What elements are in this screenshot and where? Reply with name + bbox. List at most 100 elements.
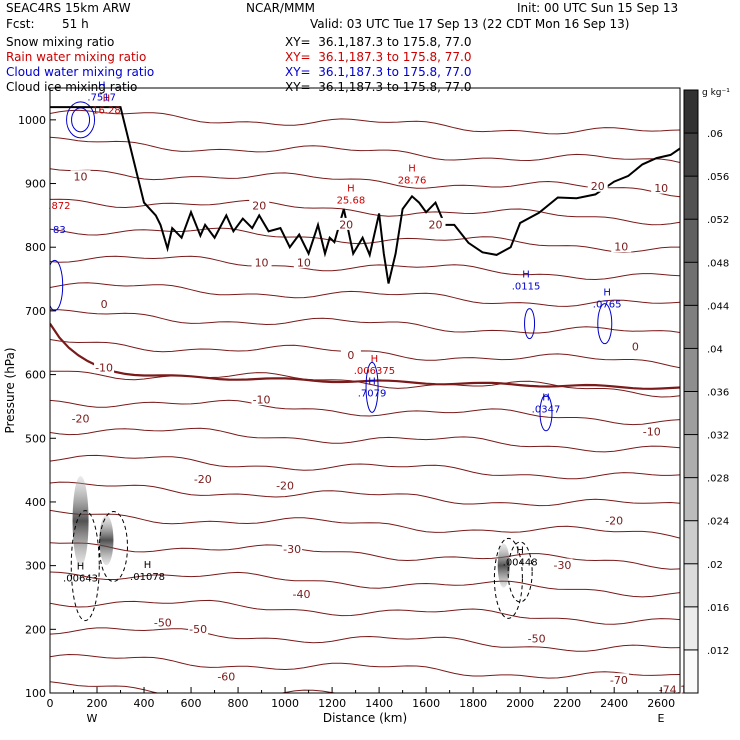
- isotherm-line: [50, 653, 680, 679]
- org-name: NCAR/MMM: [246, 1, 316, 15]
- x-tick-label: 2400: [600, 697, 628, 710]
- isotherm-line: [50, 282, 680, 307]
- isotherm-label: 10: [654, 182, 668, 195]
- isotherm-label: -20: [276, 480, 294, 493]
- west-label: W: [87, 712, 98, 725]
- isotherm-label: 20: [339, 218, 353, 231]
- field-xy-cloud-ice: XY= 36.1,187.3 to 175.8, 77.0: [285, 80, 472, 94]
- extremum-value: .7517: [87, 93, 116, 104]
- isotherm-line: [50, 454, 680, 480]
- y-tick-label: 400: [25, 496, 46, 509]
- x-tick-label: 1800: [459, 697, 487, 710]
- contour-label-bg: [249, 198, 270, 211]
- isotherm-label: 10: [614, 241, 628, 254]
- extremum-value: .872: [48, 201, 70, 212]
- contour-label-bg: [552, 558, 573, 571]
- isotherm-label: -40: [293, 588, 311, 601]
- field-xy-cloud-water: XY= 36.1,187.3 to 175.8, 77.0: [285, 65, 472, 79]
- isotherm-line: [50, 227, 680, 253]
- init-time: Init: 00 UTC Sun 15 Sep 13: [517, 1, 679, 15]
- colorbar-segment: [684, 262, 698, 306]
- field-name-snow: Snow mixing ratio: [6, 35, 115, 49]
- x-axis-label: Distance (km): [323, 711, 407, 725]
- colorbar-segment: [684, 649, 698, 694]
- colorbar-tick-label: .06: [707, 129, 723, 140]
- colorbar-segment: [684, 305, 698, 349]
- contour-label-bg: [251, 393, 272, 406]
- cloud-water-contour: [597, 303, 613, 345]
- contour-label-bg: [94, 297, 115, 310]
- colorbar-units: g kg⁻¹: [702, 88, 730, 98]
- fcst-label: Fcst:: [6, 17, 35, 31]
- isotherm-label: 10: [255, 257, 269, 270]
- extremum-mark: H: [347, 184, 355, 195]
- contour-label-bg: [587, 179, 608, 192]
- colorbar-segment: [684, 391, 698, 436]
- isotherm-label: -74.1: [659, 683, 687, 696]
- cloud-water-contour: [71, 107, 91, 133]
- isotherm-line: [50, 481, 680, 507]
- colorbar-tick-label: .024: [707, 517, 729, 528]
- contour-label-bg: [216, 670, 237, 683]
- contour-label-bg: [651, 181, 672, 194]
- isotherm-line: [50, 168, 680, 198]
- cloud-water-contour: [365, 361, 379, 413]
- snow-shading: [497, 543, 510, 588]
- field-name-cloud-water: Cloud water mixing ratio: [6, 65, 155, 79]
- isotherm-line: [50, 571, 680, 598]
- colorbar-tick-label: .04: [707, 344, 723, 355]
- extremum-mark: H: [368, 377, 376, 388]
- isotherm-line: [50, 542, 680, 570]
- contour-label-bg: [188, 622, 209, 635]
- x-tick-label: 1200: [318, 697, 346, 710]
- plot-frame: [49, 87, 681, 694]
- contour-label-bg: [336, 217, 357, 230]
- east-label: E: [658, 712, 665, 725]
- extremum-value: 83: [53, 225, 66, 236]
- x-tick-label: 2600: [647, 697, 675, 710]
- isotherm-line: [50, 509, 680, 539]
- contour-label-bg: [282, 542, 303, 555]
- contour-label-bg: [662, 682, 683, 695]
- ice-contour: [70, 510, 100, 622]
- contour-label-bg: [275, 479, 296, 492]
- isotherm-label: -10: [95, 362, 113, 375]
- x-tick-label: 400: [134, 697, 155, 710]
- contour-label-bg: [611, 240, 632, 253]
- isotherm-label: 20: [429, 218, 443, 231]
- colorbar-tick-label: .016: [707, 603, 729, 614]
- extremum-value: 16.28: [92, 105, 121, 116]
- extremum-value: 25.68: [337, 196, 366, 207]
- colorbar-segment: [684, 477, 698, 522]
- isotherm-label: -20: [194, 473, 212, 486]
- colorbar-segment: [684, 434, 698, 479]
- field-name-rain: Rain water mixing ratio: [6, 50, 147, 64]
- contour-label-bg: [70, 170, 91, 183]
- colorbar-tick-label: .048: [707, 258, 729, 269]
- y-tick-label: 200: [25, 623, 46, 636]
- isotherm-line: [50, 681, 339, 693]
- isotherm-line: [50, 599, 680, 625]
- y-tick-label: 100: [25, 687, 46, 700]
- contour-label-bg: [604, 514, 625, 527]
- extremum-value: .006375: [354, 366, 395, 377]
- extremum-mark: H: [371, 354, 379, 365]
- cloud-water-contour: [539, 394, 553, 432]
- y-axis-label: Pressure (hPa): [3, 347, 17, 433]
- contour-label-bg: [608, 673, 629, 686]
- isotherm-label: -60: [217, 671, 235, 684]
- valid-time: Valid: 03 UTC Tue 17 Sep 13 (22 CDT Mon …: [310, 17, 630, 31]
- isotherm-label: -20: [605, 515, 623, 528]
- extremum-mark: H: [98, 81, 106, 92]
- y-tick-label: 700: [25, 305, 46, 318]
- isotherm-label: -50: [189, 623, 207, 636]
- extremum-mark: H: [144, 560, 152, 571]
- extremum-mark: H: [603, 288, 611, 299]
- x-tick-label: 1000: [271, 697, 299, 710]
- cloud-water-contour: [524, 308, 536, 340]
- ice-contour: [493, 537, 523, 619]
- colorbar-tick-label: .02: [707, 560, 723, 571]
- field-name-cloud-ice: Cloud ice mixing ratio: [6, 80, 138, 94]
- colorbar-segment: [684, 520, 698, 565]
